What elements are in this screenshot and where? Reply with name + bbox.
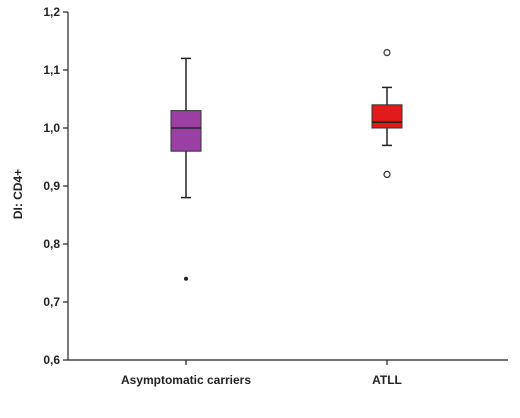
- boxes: [170, 48, 403, 281]
- y-tick-label: 0,6: [43, 353, 60, 367]
- y-tick-label: 0,8: [43, 237, 60, 251]
- x-tick-label: Asymptomatic carriers: [121, 373, 251, 387]
- y-tick-label: 1,2: [43, 5, 60, 19]
- x-axis: Asymptomatic carriers ATLL: [68, 359, 508, 387]
- x-tick-label: ATLL: [372, 373, 402, 387]
- y-axis-title: DI: CD4+: [11, 169, 25, 219]
- y-tick-label: 0,7: [43, 295, 60, 309]
- outlier-point: [383, 48, 391, 57]
- y-tick-label: 0,9: [43, 179, 60, 193]
- outlier-point: [383, 170, 391, 178]
- box-group: [170, 57, 202, 281]
- extreme-point: [184, 276, 188, 281]
- box-group: [371, 48, 403, 178]
- y-axis: 0,6 0,7 0,8 0,9 1,0 1,1 1,2: [43, 5, 69, 367]
- box: [170, 110, 202, 152]
- y-tick-label: 1,0: [43, 121, 60, 135]
- y-tick-label: 1,1: [43, 63, 60, 77]
- box: [371, 104, 403, 129]
